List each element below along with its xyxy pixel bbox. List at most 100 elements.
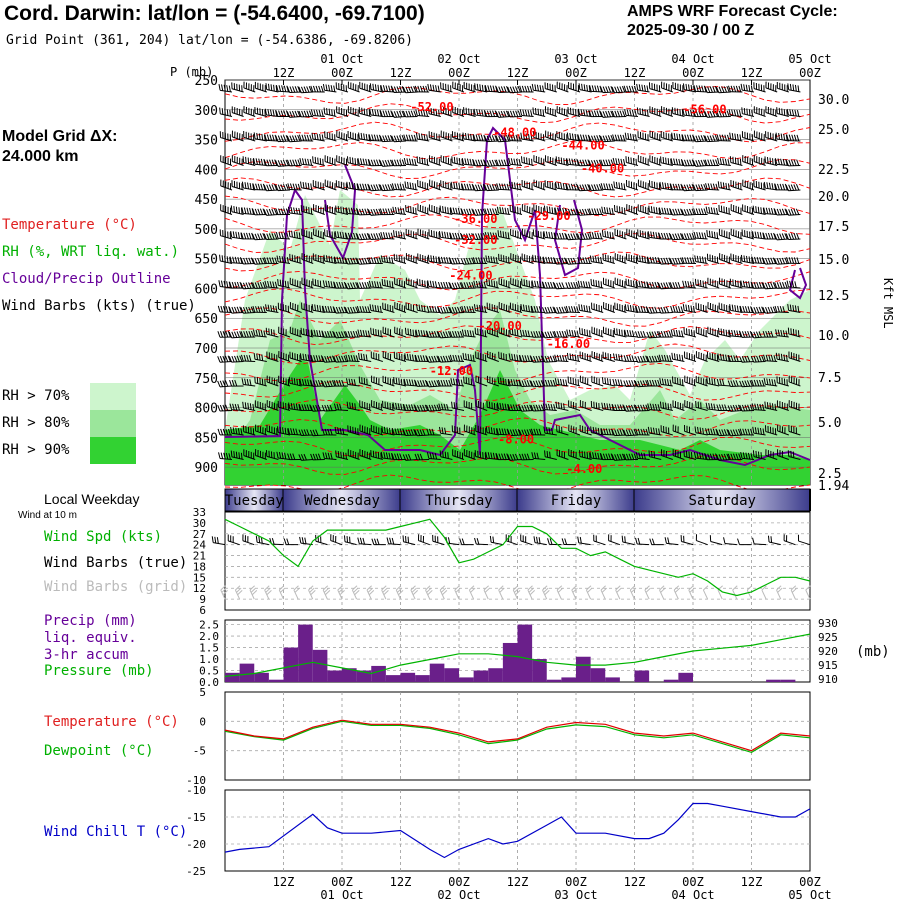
wind-barb [322,83,337,93]
wind-barb [637,131,650,142]
wind-barb [753,180,766,191]
wind-barb [231,106,244,117]
barb-flag [786,257,789,264]
barb-flag [226,281,229,288]
barb-flag [779,306,783,313]
barb-flag [461,183,465,190]
barb-flag [266,184,270,191]
barb-flag [660,232,664,240]
barb-flag [253,132,256,139]
barb-flag [556,232,560,240]
barb-flag [638,280,641,288]
barb-flag [396,86,400,93]
barb-flag [391,111,395,118]
barb-flag [658,207,662,214]
wind-barb [417,180,430,191]
barb-flag [245,282,249,289]
barb-flag [270,84,273,91]
wind-barb [704,110,720,118]
wind-barb [600,183,615,191]
wind-barb [460,257,476,265]
barb-flag [391,183,395,190]
barb-flag [550,281,554,289]
barb-flag [682,280,685,287]
barb-flag [311,132,314,140]
barb-flag [288,376,291,384]
legend-barbs-true: Wind Barbs (true) [44,555,188,571]
barb-flag [281,232,284,239]
barb-flag [558,402,560,409]
wind-barb [275,232,291,240]
barb-flag [481,281,484,288]
barb-flag [420,109,423,117]
barb-flag [345,232,349,240]
wind-barb [242,156,256,166]
barb-flag [547,256,551,264]
barb-flag [704,111,708,118]
wind-barb [252,183,267,191]
barb-flag [769,402,772,410]
barb-flag [588,110,592,117]
barb-flag [776,208,780,216]
barb-flag [542,307,546,314]
barb-flag [500,230,502,238]
barb-flag [231,281,235,289]
barb-flag [435,85,438,92]
barb-flag [668,282,672,289]
barb-flag [547,281,551,289]
barb-flag [506,159,510,166]
barb-flag [512,86,516,93]
barb-flag [267,304,270,312]
barb-flag [613,181,616,188]
barb-flag [557,207,560,214]
barb-flag [578,83,581,90]
barb-flag [307,182,310,190]
wind-barb [588,135,604,143]
barb-flag [222,331,226,338]
barb-flag [472,184,476,191]
barb-flag [547,306,551,314]
barb-flag [431,306,435,313]
barb-flag [552,281,556,289]
barb-flag [517,110,521,117]
wind-barb [484,184,499,192]
barb-flag [482,208,487,215]
barb-flag [378,184,382,191]
barb-flag [646,282,650,289]
barb-flag [611,86,615,93]
barb-flag [259,208,264,215]
barb-flag [784,281,788,289]
barb-flag [271,159,275,166]
barb-flag [618,329,621,336]
barb-flag [328,108,331,116]
barb-flag [626,85,630,93]
barb-flag [221,108,224,115]
barb-flag [608,207,612,215]
wind-barb [751,256,766,264]
barb-flag [378,257,382,264]
wind-barb [428,229,441,240]
barb-flag [407,181,409,189]
barb-flag [576,306,579,313]
barb-flag [767,306,771,314]
wind-barb [312,156,325,166]
barb-flag [405,86,409,93]
barb-flag [403,157,407,165]
barb-flag [600,159,604,166]
barb-flag [743,84,746,91]
barb-flag [779,257,783,265]
barb-flag [767,232,771,240]
barb-flag [504,183,507,190]
barb-flag [577,280,581,288]
barb-flag [426,134,429,141]
barb-flag [585,134,588,141]
wind-barb [787,83,801,93]
wind-barb [379,184,395,192]
barb-flag [484,184,488,191]
barb-flag [685,83,688,91]
barb-flag [384,279,386,286]
barb-flag [377,305,380,312]
barb-flag [472,159,476,166]
barb-flag [663,282,667,289]
wind-barb [717,157,731,166]
